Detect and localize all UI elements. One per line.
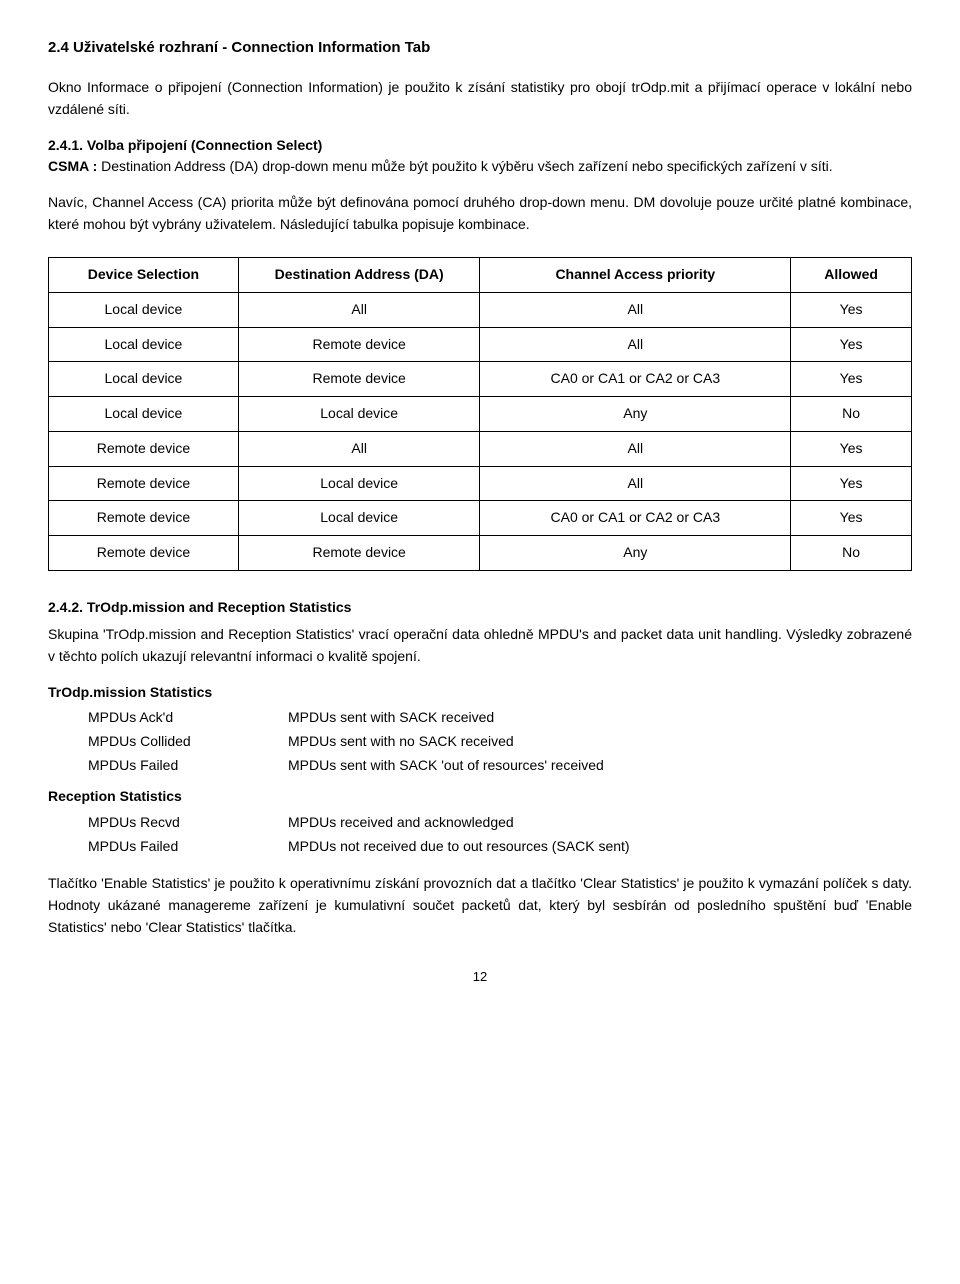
table-cell: Yes [791, 327, 912, 362]
stats-group-heading: Reception Statistics [48, 786, 912, 808]
footer-paragraph: Tlačítko 'Enable Statistics' je použito … [48, 873, 912, 938]
table-cell: Yes [791, 466, 912, 501]
table-cell: Yes [791, 362, 912, 397]
table-row: Local deviceRemote deviceCA0 or CA1 or C… [49, 362, 912, 397]
table-row: Local deviceAllAllYes [49, 293, 912, 328]
allowed-combinations-table: Device SelectionDestination Address (DA)… [48, 257, 912, 570]
section-heading: 2.4 Uživatelské rozhraní - Connection In… [48, 36, 912, 59]
table-cell: All [238, 293, 480, 328]
table-cell: Any [480, 397, 791, 432]
stat-description: MPDUs not received due to out resources … [288, 836, 912, 858]
table-row: Local deviceRemote deviceAllYes [49, 327, 912, 362]
table-cell: No [791, 535, 912, 570]
stats-group-heading: TrOdp.mission Statistics [48, 682, 912, 704]
table-header: Destination Address (DA) [238, 258, 480, 293]
stat-label: MPDUs Failed [48, 836, 288, 858]
intro-paragraph: Okno Informace o připojení (Connection I… [48, 77, 912, 120]
table-row: Remote deviceRemote deviceAnyNo [49, 535, 912, 570]
stat-description: MPDUs sent with SACK received [288, 707, 912, 729]
table-row: Local deviceLocal deviceAnyNo [49, 397, 912, 432]
table-row: Remote deviceLocal deviceCA0 or CA1 or C… [49, 501, 912, 536]
table-row: Remote deviceLocal deviceAllYes [49, 466, 912, 501]
table-cell: Local device [238, 397, 480, 432]
table-cell: All [480, 293, 791, 328]
table-cell: CA0 or CA1 or CA2 or CA3 [480, 501, 791, 536]
csma-label: CSMA : [48, 158, 97, 174]
table-cell: No [791, 397, 912, 432]
table-cell: CA0 or CA1 or CA2 or CA3 [480, 362, 791, 397]
stat-label: MPDUs Ack'd [48, 707, 288, 729]
stat-label: MPDUs Recvd [48, 812, 288, 834]
table-cell: Local device [238, 466, 480, 501]
csma-text: Destination Address (DA) drop-down menu … [97, 158, 832, 174]
table-cell: Remote device [49, 535, 239, 570]
table-cell: Yes [791, 431, 912, 466]
table-cell: Remote device [49, 431, 239, 466]
table-cell: Remote device [49, 466, 239, 501]
table-row: Remote deviceAllAllYes [49, 431, 912, 466]
table-cell: All [480, 466, 791, 501]
table-cell: All [480, 327, 791, 362]
stat-row: MPDUs FailedMPDUs not received due to ou… [48, 836, 912, 858]
sub1-paragraph-2: Navíc, Channel Access (CA) priorita může… [48, 192, 912, 235]
table-cell: Any [480, 535, 791, 570]
table-cell: Local device [49, 362, 239, 397]
table-cell: Yes [791, 293, 912, 328]
statistics-definitions: TrOdp.mission StatisticsMPDUs Ack'dMPDUs… [48, 682, 912, 858]
stat-row: MPDUs FailedMPDUs sent with SACK 'out of… [48, 755, 912, 777]
stat-description: MPDUs sent with no SACK received [288, 731, 912, 753]
sub2-heading: 2.4.2. TrOdp.mission and Reception Stati… [48, 597, 912, 619]
table-header: Device Selection [49, 258, 239, 293]
page-number: 12 [48, 967, 912, 987]
sub1-paragraph-1: 2.4.1. Volba připojení (Connection Selec… [48, 135, 912, 178]
sub1-heading: 2.4.1. Volba připojení (Connection Selec… [48, 137, 322, 153]
stat-row: MPDUs CollidedMPDUs sent with no SACK re… [48, 731, 912, 753]
sub2-paragraph: Skupina 'TrOdp.mission and Reception Sta… [48, 624, 912, 667]
table-cell: Remote device [49, 501, 239, 536]
stat-description: MPDUs received and acknowledged [288, 812, 912, 834]
table-header: Channel Access priority [480, 258, 791, 293]
table-cell: Remote device [238, 535, 480, 570]
stat-row: MPDUs Ack'dMPDUs sent with SACK received [48, 707, 912, 729]
stat-row: MPDUs RecvdMPDUs received and acknowledg… [48, 812, 912, 834]
table-cell: Yes [791, 501, 912, 536]
table-cell: Remote device [238, 362, 480, 397]
stat-label: MPDUs Failed [48, 755, 288, 777]
table-cell: Remote device [238, 327, 480, 362]
table-header: Allowed [791, 258, 912, 293]
table-cell: Local device [49, 293, 239, 328]
table-cell: Local device [49, 397, 239, 432]
table-cell: Local device [49, 327, 239, 362]
stat-label: MPDUs Collided [48, 731, 288, 753]
table-cell: All [238, 431, 480, 466]
table-cell: All [480, 431, 791, 466]
stat-description: MPDUs sent with SACK 'out of resources' … [288, 755, 912, 777]
table-cell: Local device [238, 501, 480, 536]
